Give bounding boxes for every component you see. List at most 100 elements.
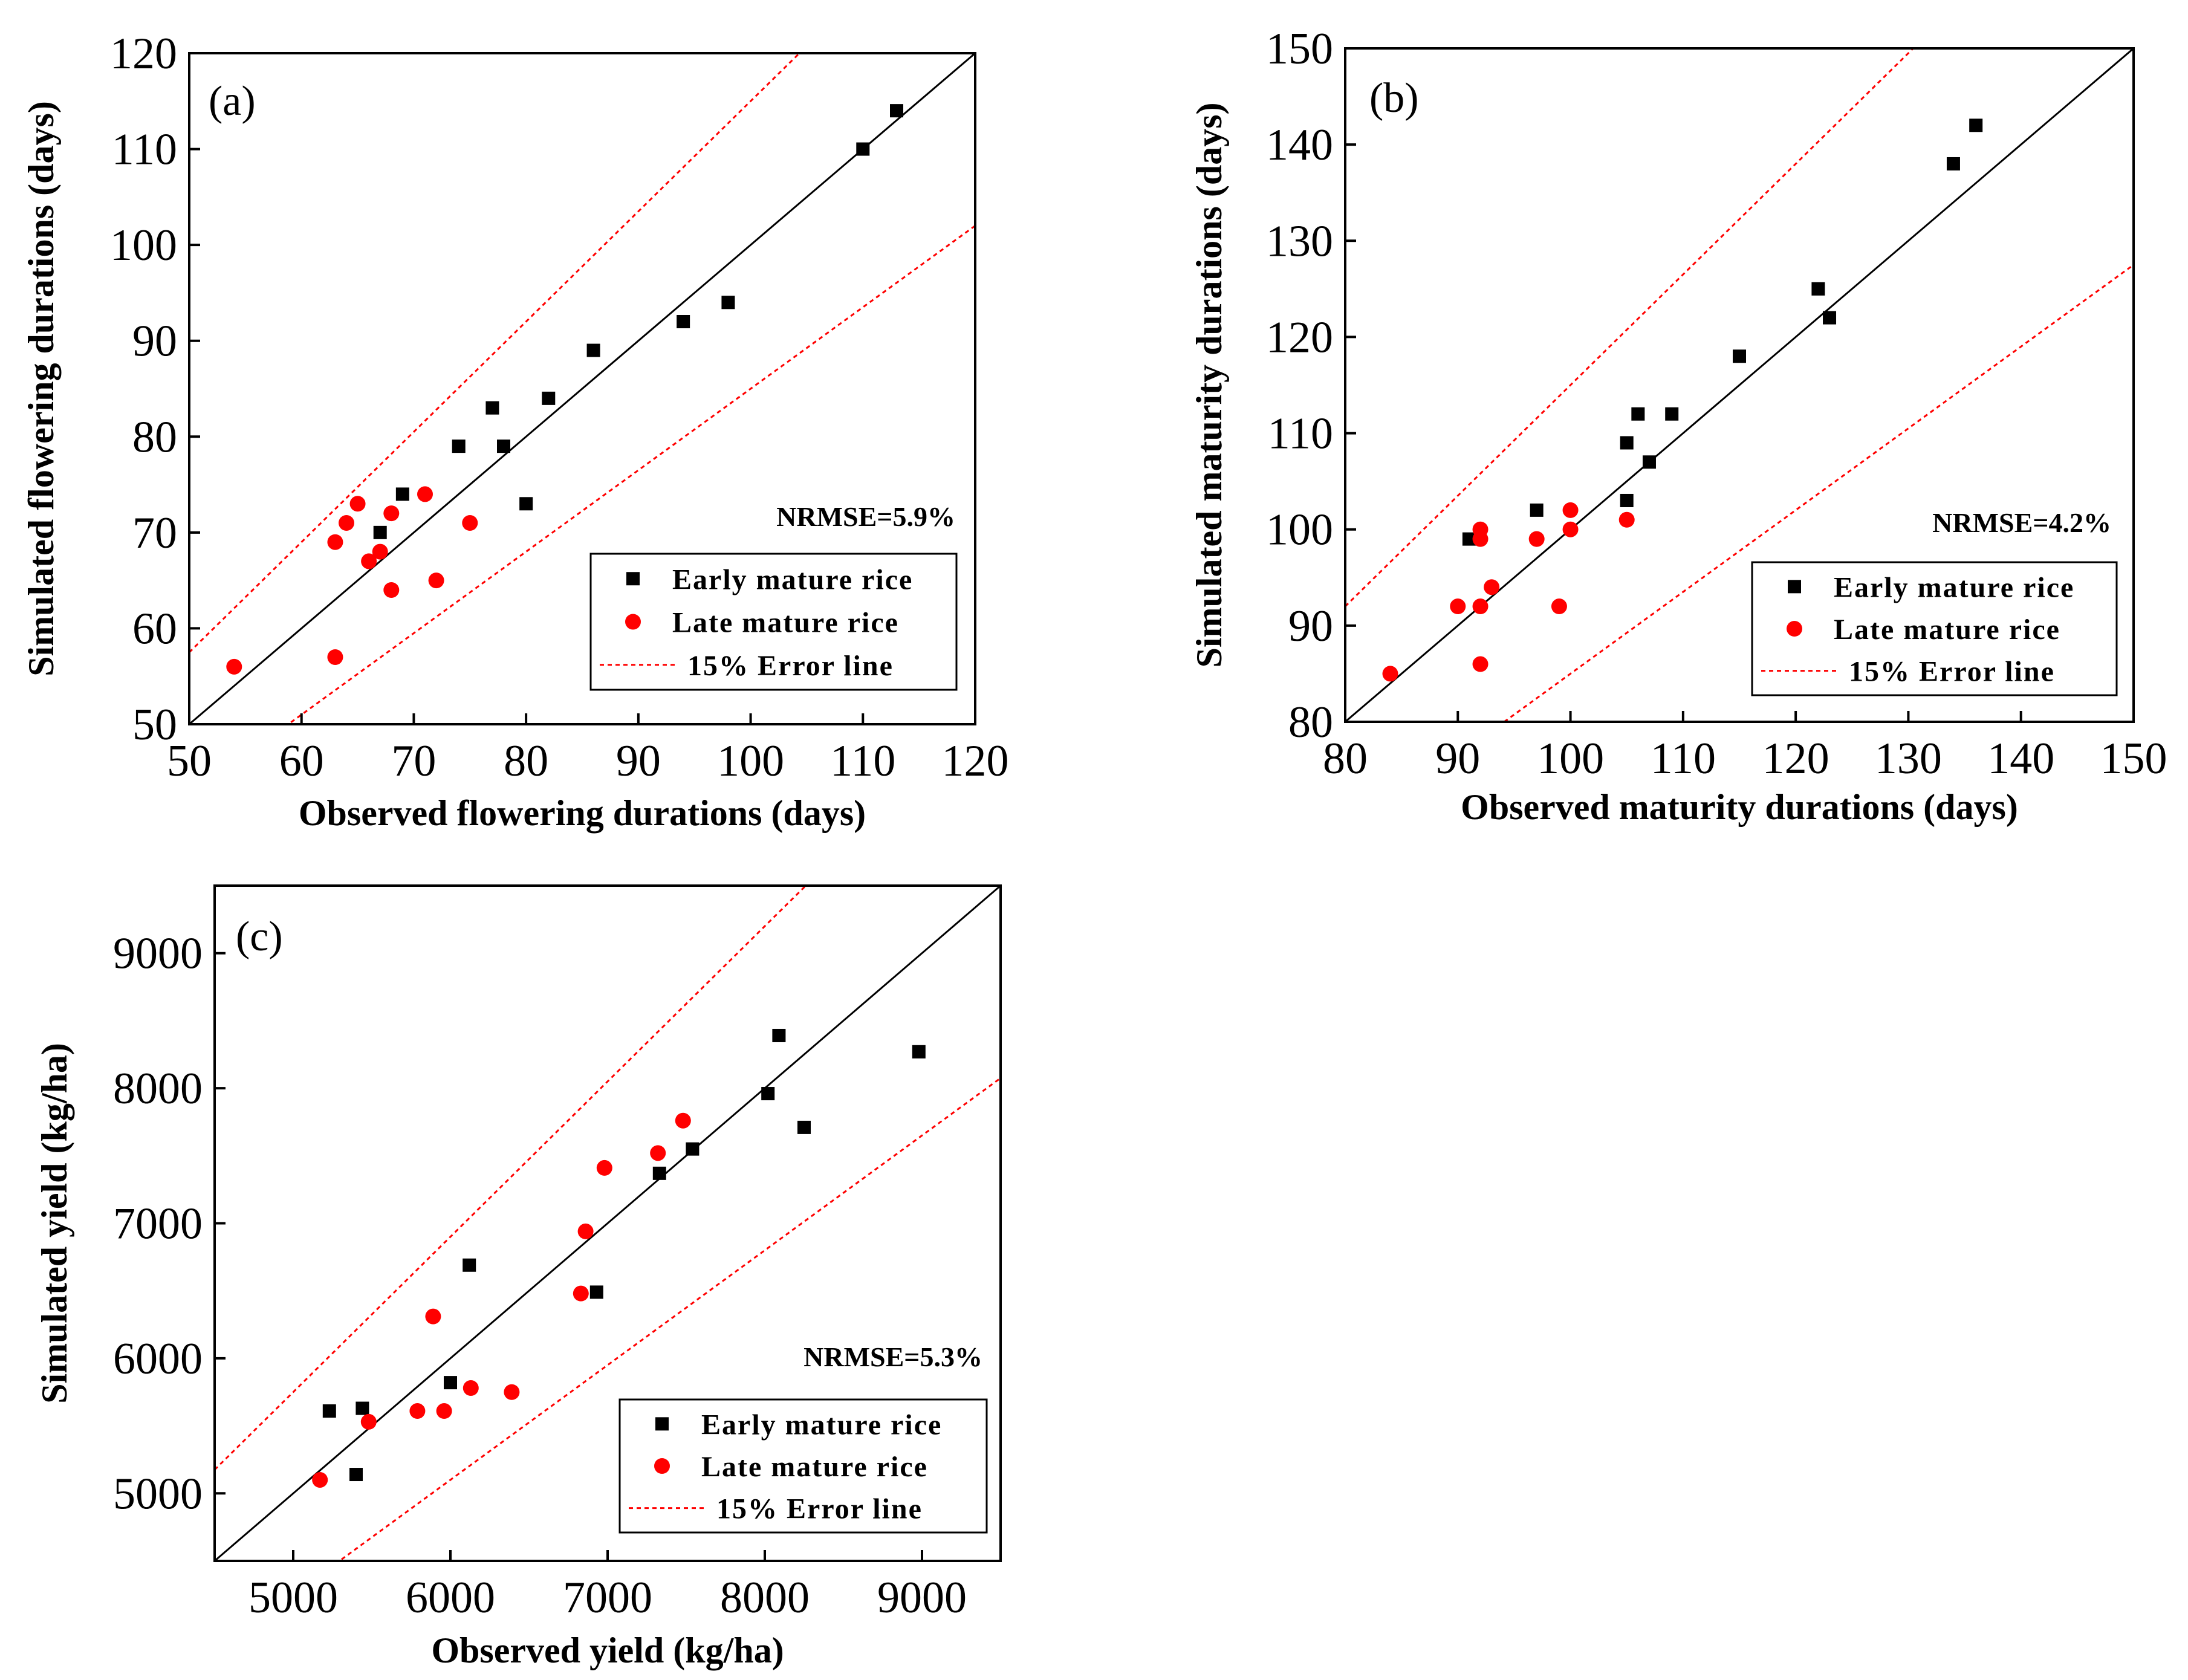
- nrmse-label: NRMSE=5.3%: [803, 1341, 982, 1372]
- data-point-early: [721, 296, 735, 310]
- legend: Early mature rice Late mature rice 15% Err…: [618, 1398, 988, 1534]
- y-axis-label: Simulated flowering durations (days): [21, 101, 61, 676]
- y-tick-label: 8000: [113, 1064, 203, 1114]
- x-tick-label: 90: [1435, 734, 1480, 783]
- data-point-early: [586, 343, 600, 357]
- early-rice-series: [322, 1028, 926, 1482]
- data-point-late: [573, 1285, 589, 1302]
- data-point-late: [462, 515, 478, 531]
- panel-a: 50 60 70 80 90 100 110 120 50 60 70 80 90 100 110 120 Ob…: [21, 29, 1009, 833]
- legend-box: [1751, 561, 2118, 696]
- legend-square-marker: [626, 572, 640, 586]
- x-tick-label: 100: [717, 736, 784, 786]
- y-tick-label: 90: [1288, 602, 1333, 651]
- legend-square-marker: [655, 1417, 669, 1431]
- data-point-early: [1665, 407, 1679, 421]
- data-point-early: [519, 497, 533, 511]
- y-tick-label: 140: [1266, 120, 1333, 170]
- data-point-late: [675, 1112, 691, 1129]
- y-tick-label: 80: [1288, 698, 1333, 747]
- data-point-late: [360, 1413, 377, 1430]
- x-tick-label: 60: [279, 736, 324, 786]
- x-tick-label: 120: [1762, 734, 1829, 783]
- data-point-early: [395, 487, 409, 501]
- data-point-late: [349, 496, 366, 512]
- data-point-early: [856, 142, 870, 156]
- x-tick-label: 100: [1537, 734, 1604, 783]
- data-point-late: [1562, 521, 1579, 537]
- data-point-late: [327, 534, 343, 550]
- data-point-early: [373, 525, 387, 539]
- x-tick-label: 80: [1323, 734, 1368, 783]
- plot-frame: [1344, 47, 2135, 723]
- data-point-early: [1642, 455, 1656, 469]
- data-point-late: [1618, 511, 1635, 528]
- y-tick-label: 150: [1266, 24, 1333, 74]
- data-point-late: [577, 1223, 594, 1239]
- data-point-early: [1620, 493, 1634, 507]
- data-point-late: [504, 1384, 520, 1400]
- x-tick-label: 5000: [248, 1573, 338, 1623]
- data-point-late: [1551, 598, 1567, 615]
- y-tick-label: 120: [110, 29, 177, 79]
- y-tick-label: 110: [1268, 409, 1333, 459]
- x-tick-label: 110: [830, 736, 895, 786]
- y-tick-label: 130: [1266, 216, 1333, 266]
- data-point-early: [542, 391, 556, 405]
- legend-circle-marker: [654, 1458, 670, 1474]
- x-axis-label: Observed maturity durations (days): [1461, 787, 2018, 827]
- data-point-late: [650, 1145, 666, 1161]
- y-tick-label: 60: [132, 604, 177, 654]
- legend-square-marker: [1788, 580, 1801, 594]
- x-tick-label: 80: [504, 736, 548, 786]
- late-rice-series: [226, 486, 478, 675]
- legend-label-late: Late mature rice: [701, 1451, 928, 1483]
- data-point-early: [1733, 349, 1746, 363]
- data-point-early: [652, 1166, 666, 1180]
- data-point-late: [425, 1308, 441, 1325]
- data-point-early: [1620, 436, 1634, 450]
- panel-label: (c): [236, 913, 283, 960]
- data-point-early: [1530, 503, 1544, 517]
- data-point-early: [355, 1401, 369, 1415]
- data-point-late: [1382, 666, 1398, 682]
- data-point-early: [1969, 118, 1983, 132]
- x-axis-label: Observed flowering durations (days): [299, 793, 866, 833]
- x-tick-label: 120: [942, 736, 1009, 786]
- upper-error-line: [189, 53, 801, 654]
- y-tick-label: 110: [112, 125, 177, 175]
- data-point-early: [1462, 532, 1476, 546]
- early-rice-series: [1462, 118, 1983, 546]
- x-tick-label: 8000: [720, 1573, 810, 1623]
- data-point-early: [772, 1028, 786, 1042]
- data-point-early: [589, 1285, 603, 1299]
- x-tick-label: 130: [1875, 734, 1942, 783]
- data-point-early: [797, 1120, 811, 1134]
- lower-error-line: [337, 1077, 1001, 1561]
- data-point-early: [912, 1045, 926, 1059]
- data-point-early: [1811, 282, 1825, 296]
- data-point-late: [312, 1471, 328, 1488]
- y-tick-label: 80: [132, 412, 177, 462]
- data-point-early: [1946, 157, 1960, 170]
- legend-label-error: 15% Error line: [687, 650, 894, 682]
- legend-box: [618, 1398, 988, 1534]
- data-point-late: [1472, 521, 1488, 537]
- data-point-late: [1472, 598, 1488, 615]
- data-point-early: [485, 401, 499, 415]
- data-point-late: [383, 505, 400, 522]
- y-tick-label: 100: [1266, 505, 1333, 555]
- x-tick-label: 140: [1987, 734, 2054, 783]
- one-to-one-line: [189, 53, 975, 724]
- lower-error-line: [1502, 264, 2134, 722]
- y-axis-label: Simulated maturity durations (days): [1189, 102, 1229, 667]
- data-point-early: [686, 1142, 700, 1156]
- legend-label-early: Early mature rice: [672, 563, 913, 595]
- data-point-early: [497, 439, 510, 453]
- data-point-late: [417, 486, 433, 502]
- reference-lines: [189, 53, 975, 724]
- data-point-early: [452, 439, 466, 453]
- data-point-early: [1631, 407, 1645, 421]
- y-tick-label: 7000: [113, 1199, 203, 1249]
- y-axis-label: Simulated yield (kg/ha): [34, 1043, 74, 1404]
